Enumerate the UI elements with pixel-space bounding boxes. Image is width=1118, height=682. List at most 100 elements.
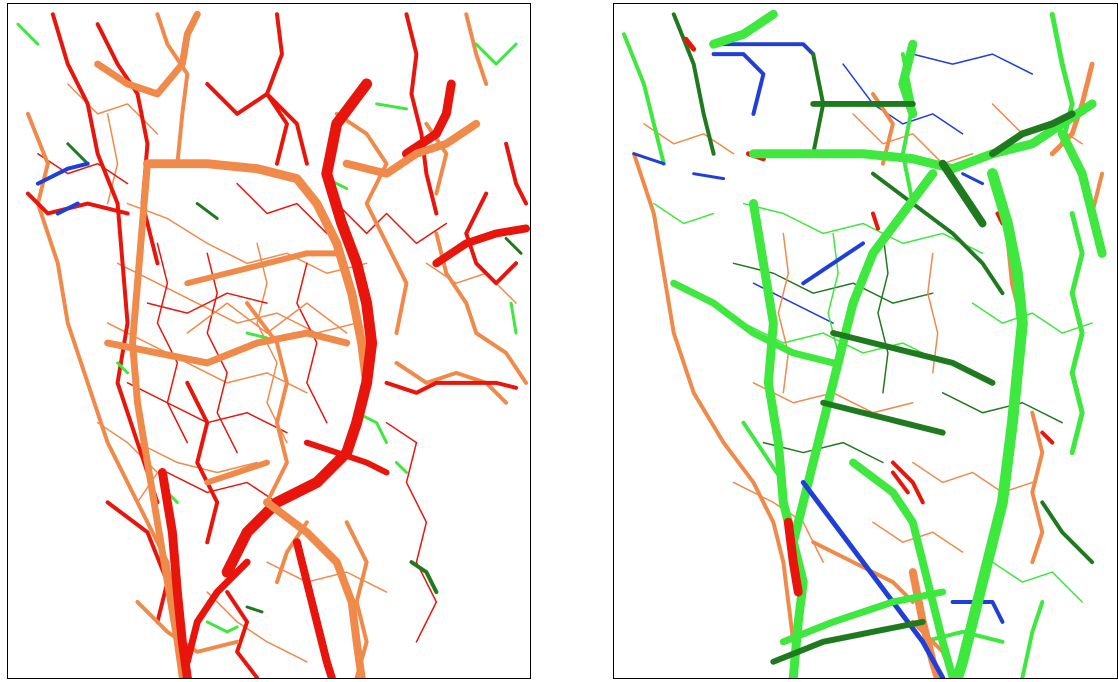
right-map-road-segment [820, 399, 946, 436]
right-map-road-segment [783, 517, 803, 597]
right-map-road-segment [849, 458, 957, 678]
right-map-road-segment [842, 63, 964, 135]
right-map-road-segment [1057, 129, 1107, 258]
left-map-road-segment [265, 12, 289, 166]
right-map-road-segment [670, 279, 837, 367]
right-map-road-segment [709, 9, 778, 49]
left-map-road-segment [157, 468, 192, 678]
left-map-road-segment [225, 590, 260, 678]
right-map-road-segment [1040, 430, 1055, 445]
right-map-road-segment [777, 232, 790, 394]
left-map-road-segment [129, 160, 186, 678]
left-map-road-segment [185, 380, 220, 545]
right-map-road-segment [683, 36, 697, 52]
right-map-road-segment [877, 232, 889, 394]
left-map-road-segment [16, 22, 40, 46]
left-map-road-segment [334, 111, 409, 336]
left-map-road-segment [245, 301, 289, 505]
left-map-road-segment [195, 202, 219, 220]
right-map-road-segment [692, 172, 726, 181]
right-map-road-segment [621, 32, 666, 166]
left-map-road-segment [142, 159, 372, 388]
left-map-road-segment [464, 12, 489, 86]
left-map-road-segment [35, 161, 90, 186]
left-map-road-segment [504, 141, 529, 206]
left-map-road-segment [409, 560, 439, 595]
left-map-road-segment [432, 224, 530, 268]
right-map-road-segment [770, 618, 926, 665]
left-map-road-segment [104, 329, 351, 367]
right-map-road-segment [631, 151, 796, 644]
left-map-road-segment [95, 22, 160, 266]
left-map-road-segment [136, 441, 258, 474]
left-map-road-segment [126, 202, 368, 275]
left-map-road-segment [434, 231, 529, 385]
right-map-road-segment [870, 171, 1005, 296]
right-map-road-segment [971, 302, 1093, 334]
right-map-road-segment [653, 202, 715, 225]
right-map-road-segment [927, 252, 939, 374]
left-map-road-segment [266, 561, 388, 593]
right-map-road-segment [1030, 410, 1045, 565]
left-map-road-segment [25, 111, 185, 678]
left-map-road-segment [303, 439, 390, 476]
right-map-road-segment [779, 588, 947, 646]
right-map-road-segment [1020, 599, 1045, 678]
left-map-road-segment [155, 12, 190, 166]
right-map-road-segment [912, 53, 1034, 75]
left-map-road-segment [245, 331, 269, 340]
right-map-road-segment [721, 42, 816, 57]
right-map-road-segment [801, 241, 866, 286]
left-map-road-segment [105, 500, 170, 624]
right-map-road-segment [742, 202, 984, 255]
right-map-road-segment [711, 52, 766, 116]
right-map-road-segment [890, 470, 910, 495]
left-map-road-segment [401, 79, 456, 159]
left-map-road-segment [55, 201, 80, 216]
right-map-road-segment [643, 123, 735, 155]
right-map-road-segment [950, 599, 1005, 624]
left-map-road-segment [384, 380, 519, 395]
right-map-road-segment [920, 629, 1005, 644]
left-map-road-segment [135, 600, 240, 654]
left-map-road-segment [204, 459, 270, 486]
left-map-road-segment [206, 252, 238, 454]
right-map-road-segment [671, 12, 716, 156]
left-map-road-segment [404, 12, 439, 216]
left-map-road-segment [236, 182, 328, 235]
left-map-road-segment [50, 12, 160, 505]
road-network-map-left [16, 10, 530, 678]
right-map-road-segment [870, 211, 880, 231]
left-map-road-segment [183, 558, 251, 666]
left-map-road-segment [184, 250, 340, 287]
right-map-road-segment [1040, 500, 1095, 565]
left-map-road-segment [156, 242, 189, 444]
right-map-road-segment [811, 540, 915, 604]
left-map-road-segment [37, 152, 129, 185]
road-network-map-right [621, 9, 1107, 678]
left-map-road-segment [385, 421, 438, 643]
left-map-road-segment [205, 81, 309, 166]
left-map-road-segment [206, 591, 308, 663]
left-map-road-segment [394, 360, 509, 405]
right-map-road-segment [912, 461, 1034, 494]
left-map-road-segment [94, 10, 201, 98]
right-map-road-segment [989, 110, 1076, 158]
left-map-road-segment [205, 620, 239, 634]
left-map-road-segment [375, 102, 408, 111]
left-map-road-segment [66, 142, 90, 166]
right-map-road-segment [890, 460, 925, 505]
left-map-road-segment [292, 538, 336, 678]
left-map-road-segment [166, 471, 278, 504]
left-map-road-segment [221, 78, 378, 578]
map-panel-left [7, 3, 531, 679]
right-map-road-segment [830, 330, 996, 386]
right-map-road-segment [941, 392, 1063, 424]
right-map-road-segment [938, 159, 987, 228]
right-map-road-segment [800, 479, 946, 678]
left-map-road-segment [263, 498, 366, 678]
left-map-road-segment [335, 202, 448, 245]
left-map-road-segment [395, 461, 408, 474]
left-map-road-segment [464, 191, 519, 286]
right-map-road-segment [748, 199, 808, 678]
